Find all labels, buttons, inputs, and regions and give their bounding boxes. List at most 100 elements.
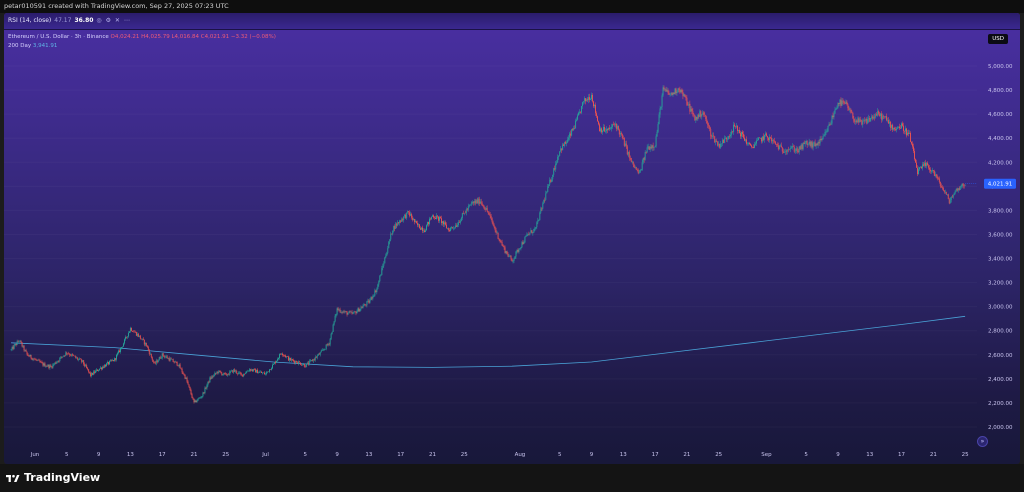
candle-body <box>804 142 806 144</box>
candle-body <box>25 349 27 352</box>
candle-body <box>879 113 881 116</box>
chart-frame[interactable]: 5,000.00 4,800.00 4,600.00 4,400.00 4,200.00… <box>4 13 1020 464</box>
candle-body <box>490 215 492 219</box>
candle-body <box>229 371 231 375</box>
rsi-indicator-bar[interactable]: RSI (14, close) 47.17 36.80 ◎ ⚙ ✕ ⋯ <box>4 13 1020 30</box>
candle-body <box>722 139 724 144</box>
candle-body <box>117 353 118 355</box>
candle-body <box>450 227 452 228</box>
candle-body <box>20 340 22 343</box>
candle-body <box>786 149 788 153</box>
x-tick-label: 5 <box>65 452 69 458</box>
candle-body <box>380 275 382 276</box>
x-tick-label: 5 <box>558 452 562 458</box>
candle-body <box>95 370 97 373</box>
candle-body <box>273 363 274 365</box>
candle-body <box>951 197 953 198</box>
candle-body <box>60 356 62 358</box>
candle-body <box>949 199 951 204</box>
candle-body <box>798 146 800 152</box>
delete-icon[interactable]: ✕ <box>114 17 121 24</box>
eye-icon[interactable]: ◎ <box>96 17 103 24</box>
candle-body <box>838 103 840 105</box>
candle-body <box>320 350 322 353</box>
currency-badge[interactable]: USD <box>988 34 1008 44</box>
candle-body <box>653 147 655 148</box>
candle-body <box>54 362 56 365</box>
candle-body <box>769 137 771 138</box>
candle-body <box>748 143 749 144</box>
candle-body <box>237 373 239 374</box>
candle-body <box>620 133 622 135</box>
candle-body <box>889 121 891 124</box>
candle-body <box>910 132 911 142</box>
candle-body <box>835 108 837 110</box>
candle-body <box>11 346 13 350</box>
candle-body <box>752 146 753 148</box>
candle-body <box>252 369 254 371</box>
candle-body <box>330 333 332 339</box>
candle-body <box>716 140 718 142</box>
candle-body <box>817 142 819 146</box>
candle-body <box>448 229 450 232</box>
candle-body <box>168 358 170 361</box>
candle-body <box>298 361 300 363</box>
candle-body <box>534 228 536 229</box>
candle-body <box>596 113 597 117</box>
candle-body <box>938 178 940 182</box>
candle-body <box>443 222 445 225</box>
candle-body <box>166 356 168 359</box>
candle-body <box>92 372 94 375</box>
candle-body <box>383 263 385 266</box>
candle-body <box>861 120 863 125</box>
candle-body <box>710 129 712 137</box>
candle-body <box>341 312 343 313</box>
scroll-to-latest-icon[interactable]: » <box>977 436 988 447</box>
candle-body <box>245 373 247 374</box>
ma-label: 200 Day <box>8 43 32 49</box>
candle-body <box>695 116 697 121</box>
candle-body <box>236 370 238 374</box>
candle-body <box>53 364 55 365</box>
candle-body <box>699 111 701 117</box>
candle-body <box>845 101 847 104</box>
candle-body <box>209 377 211 383</box>
candle-body <box>269 369 270 372</box>
candle-body <box>340 312 342 313</box>
candle-body <box>564 141 566 146</box>
candle-body <box>55 362 57 364</box>
candle-body <box>783 152 785 153</box>
candle-body <box>472 202 474 204</box>
candle-body <box>632 161 634 166</box>
candle-body <box>267 371 268 373</box>
x-tick-label: 17 <box>397 452 404 458</box>
candle-body <box>148 350 150 355</box>
candle-body <box>26 351 28 355</box>
more-icon[interactable]: ⋯ <box>123 17 131 24</box>
candle-body <box>773 140 775 142</box>
candle-body <box>511 258 513 262</box>
candle-body <box>816 143 818 146</box>
candle-body <box>426 225 427 231</box>
candle-body <box>870 118 872 122</box>
candle-body <box>670 93 672 94</box>
candle-body <box>847 104 849 109</box>
candle-body <box>586 99 587 102</box>
candle-body <box>31 358 33 360</box>
candle-body <box>507 253 509 257</box>
candle-body <box>413 218 415 220</box>
candle-body <box>65 352 67 356</box>
candle-body <box>810 141 812 146</box>
candle-body <box>489 214 491 216</box>
attribution-text: petar010591 created with TradingView.com… <box>4 2 229 10</box>
candle-body <box>871 116 873 119</box>
candle-body <box>361 307 363 309</box>
candle-body <box>904 130 905 132</box>
settings-icon[interactable]: ⚙ <box>105 17 112 24</box>
candle-body <box>476 200 478 204</box>
candle-body <box>268 371 269 373</box>
candle-body <box>460 217 462 221</box>
candle-body <box>589 97 590 100</box>
candle-body <box>844 102 846 104</box>
price-chart[interactable]: 5,000.00 4,800.00 4,600.00 4,400.00 4,200.00… <box>4 13 1020 464</box>
